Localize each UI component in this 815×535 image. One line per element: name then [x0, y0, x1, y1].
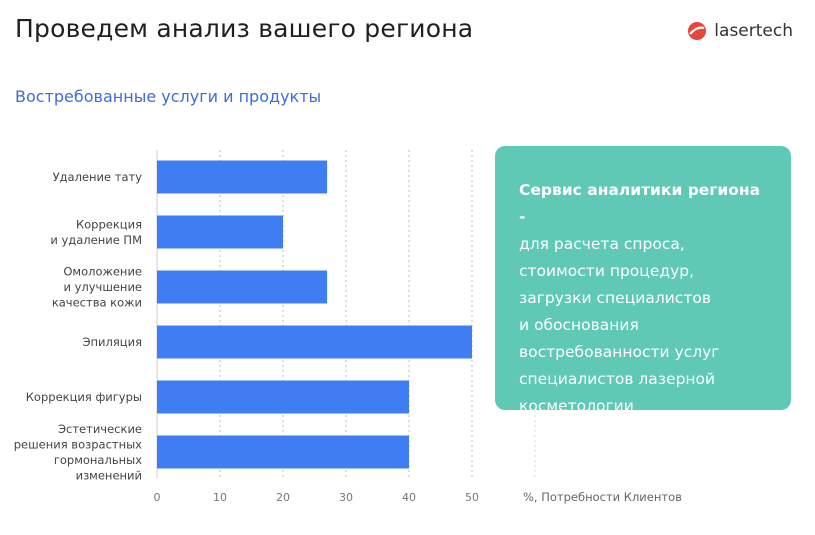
x-axis-label: %, Потребности Клиентов	[523, 490, 682, 504]
callout-line: специалистов лазерной	[519, 370, 716, 388]
callout-line: стоимости процедур,	[519, 262, 695, 280]
callout-line: загрузки специалистов	[519, 289, 711, 307]
lasertech-logo-icon	[688, 22, 707, 40]
callout-box: Сервис аналитики региона - для расчета с…	[495, 146, 791, 415]
callout-line: и обоснования	[519, 316, 639, 334]
category-label: Удаление тату	[53, 170, 143, 184]
bar	[157, 325, 472, 359]
callout-line: для расчета спроса,	[519, 235, 685, 253]
category-label: Эстетические решения возрастных гормональн…	[14, 422, 142, 483]
callout-line: косметологии	[519, 397, 634, 415]
x-tick-label: 20	[276, 491, 290, 504]
category-label-line: Эпиляция	[82, 335, 142, 349]
category-label-line: Удаление тату	[53, 170, 143, 184]
bar	[157, 435, 409, 469]
x-tick-label: 0	[154, 491, 161, 504]
category-label: Коррекция фигуры	[26, 390, 142, 404]
category-label: Омоложение и улучшение качества кожи	[52, 265, 142, 310]
category-label-line: Коррекция	[76, 217, 142, 231]
category-label-line: и удаление ПМ	[50, 233, 142, 247]
category-label-line: качества кожи	[52, 296, 142, 310]
category-label-line: Коррекция фигуры	[26, 390, 142, 404]
logo-text: lasertech	[714, 21, 793, 41]
logo: lasertech	[687, 21, 793, 41]
category-label-line: Эстетические	[58, 422, 142, 436]
bar	[157, 270, 328, 304]
bar	[157, 160, 328, 194]
bar	[157, 215, 283, 249]
category-label-line: гормональных	[54, 453, 142, 467]
category-label-line: решения возрастных	[14, 437, 142, 451]
chart-subtitle: Востребованные услуги и продукты	[15, 87, 322, 106]
bar	[157, 380, 409, 414]
callout-title: Сервис аналитики региона -	[519, 181, 761, 226]
x-tick-label: 10	[213, 491, 227, 504]
callout-line: востребованности услуг	[519, 343, 720, 361]
category-label: Эпиляция	[82, 335, 142, 349]
category-label-line: изменений	[76, 468, 142, 482]
category-label-line: Омоложение	[63, 265, 142, 279]
category-label: Коррекция и удаление ПМ	[50, 217, 142, 247]
x-tick-label: 40	[402, 491, 416, 504]
category-label-line: и улучшение	[63, 280, 142, 294]
x-tick-label: 50	[465, 491, 479, 504]
x-tick-label: 30	[339, 491, 353, 504]
page-title: Проведем анализ вашего региона	[15, 14, 474, 43]
